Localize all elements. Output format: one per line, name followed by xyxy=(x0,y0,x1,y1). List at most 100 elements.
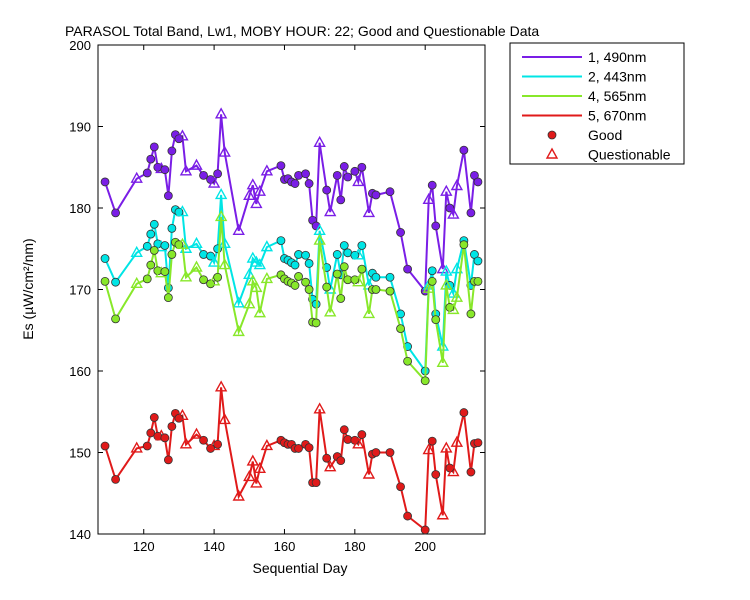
good-point xyxy=(213,169,223,179)
legend-label: 5, 670nm xyxy=(588,108,646,124)
good-point xyxy=(160,165,170,175)
questionable-point xyxy=(450,435,464,447)
good-point xyxy=(431,315,441,325)
good-point xyxy=(174,134,184,144)
good-point xyxy=(163,293,173,303)
questionable-point xyxy=(260,240,274,252)
good-point xyxy=(149,142,159,152)
good-point xyxy=(276,236,286,246)
questionable-point xyxy=(246,178,259,190)
good-point xyxy=(427,180,437,190)
questionable-point xyxy=(179,164,193,176)
good-point xyxy=(199,275,208,285)
questionable-point xyxy=(352,275,365,287)
series-layer xyxy=(100,107,483,535)
good-point xyxy=(294,444,303,453)
y-tick-label: 160 xyxy=(69,364,91,379)
questionable-point xyxy=(260,271,274,284)
good-point xyxy=(174,413,184,423)
good-point xyxy=(332,170,342,180)
legend: 1, 490nm 2, 443nm 4, 565nm 5, 670nm Good Ques… xyxy=(509,42,685,165)
good-point xyxy=(403,356,413,366)
good-point xyxy=(167,223,177,233)
good-point xyxy=(332,269,342,279)
good-point xyxy=(213,272,223,282)
questionable-point xyxy=(190,236,203,249)
y-tick-label: 190 xyxy=(69,120,91,135)
y-tick-label: 180 xyxy=(69,201,91,216)
questionable-point xyxy=(214,380,228,392)
good-point xyxy=(199,170,208,180)
x-tick-label: 120 xyxy=(133,539,155,554)
good-point xyxy=(213,439,223,449)
questionable-point xyxy=(176,129,189,141)
questionable-point xyxy=(450,290,464,302)
questionable-point xyxy=(176,205,189,217)
good-point xyxy=(339,425,349,435)
good-point xyxy=(427,276,437,286)
good-point xyxy=(146,229,156,239)
good-point xyxy=(322,282,332,292)
good-point xyxy=(111,208,120,218)
good-point xyxy=(357,430,367,439)
good-point xyxy=(385,187,395,197)
legend-label: 4, 565nm xyxy=(588,88,646,104)
good-point xyxy=(473,177,483,187)
good-point xyxy=(100,177,110,187)
good-point xyxy=(336,456,346,466)
questionable-point xyxy=(313,402,326,414)
good-point xyxy=(100,441,110,451)
questionable-point xyxy=(218,258,231,270)
good-point xyxy=(160,267,170,276)
good-point xyxy=(111,277,120,287)
good-point xyxy=(167,422,177,431)
questionable-point xyxy=(179,437,193,449)
good-point xyxy=(371,272,381,282)
good-point xyxy=(111,474,120,484)
x-axis-label: Sequential Day xyxy=(253,560,348,576)
good-point xyxy=(142,168,152,178)
good-point xyxy=(111,314,120,324)
questionable-point xyxy=(190,427,203,439)
good-point xyxy=(371,190,381,200)
x-tick-label: 140 xyxy=(203,539,225,554)
good-point xyxy=(100,254,110,263)
questionable-point xyxy=(130,441,143,453)
questionable-point xyxy=(362,205,376,218)
questionable-point xyxy=(362,307,376,319)
questionable-point xyxy=(253,306,267,318)
good-point xyxy=(199,435,208,445)
questionable-point xyxy=(179,270,193,282)
questionable-point xyxy=(250,476,263,488)
questionable-point xyxy=(214,188,228,200)
questionable-point xyxy=(207,255,221,267)
questionable-point xyxy=(352,437,365,449)
good-point xyxy=(343,172,353,182)
good-point xyxy=(163,191,173,201)
good-point xyxy=(466,467,476,477)
legend-label: 2, 443nm xyxy=(588,69,646,85)
good-point xyxy=(146,428,156,438)
questionable-point xyxy=(422,443,435,455)
questionable-point xyxy=(243,470,256,482)
good-point xyxy=(160,433,170,443)
good-point xyxy=(357,162,367,172)
good-point xyxy=(396,228,405,237)
good-point xyxy=(459,240,469,250)
questionable-point xyxy=(190,260,203,272)
questionable-point xyxy=(246,274,259,286)
x-tick-label: 180 xyxy=(344,539,366,554)
x-axis: 120 140 160 180 200 xyxy=(133,45,436,554)
questionable-point xyxy=(218,412,231,425)
y-axis: 140 150 160 170 180 190 200 xyxy=(69,38,485,542)
questionable-point xyxy=(440,184,453,196)
good-point xyxy=(304,443,314,453)
questionable-point xyxy=(440,441,453,453)
good-point xyxy=(206,279,215,289)
questionable-point xyxy=(214,107,228,119)
good-point xyxy=(304,285,314,294)
good-point xyxy=(431,221,441,231)
questionable-point xyxy=(232,489,245,501)
questionable-point xyxy=(253,184,267,196)
